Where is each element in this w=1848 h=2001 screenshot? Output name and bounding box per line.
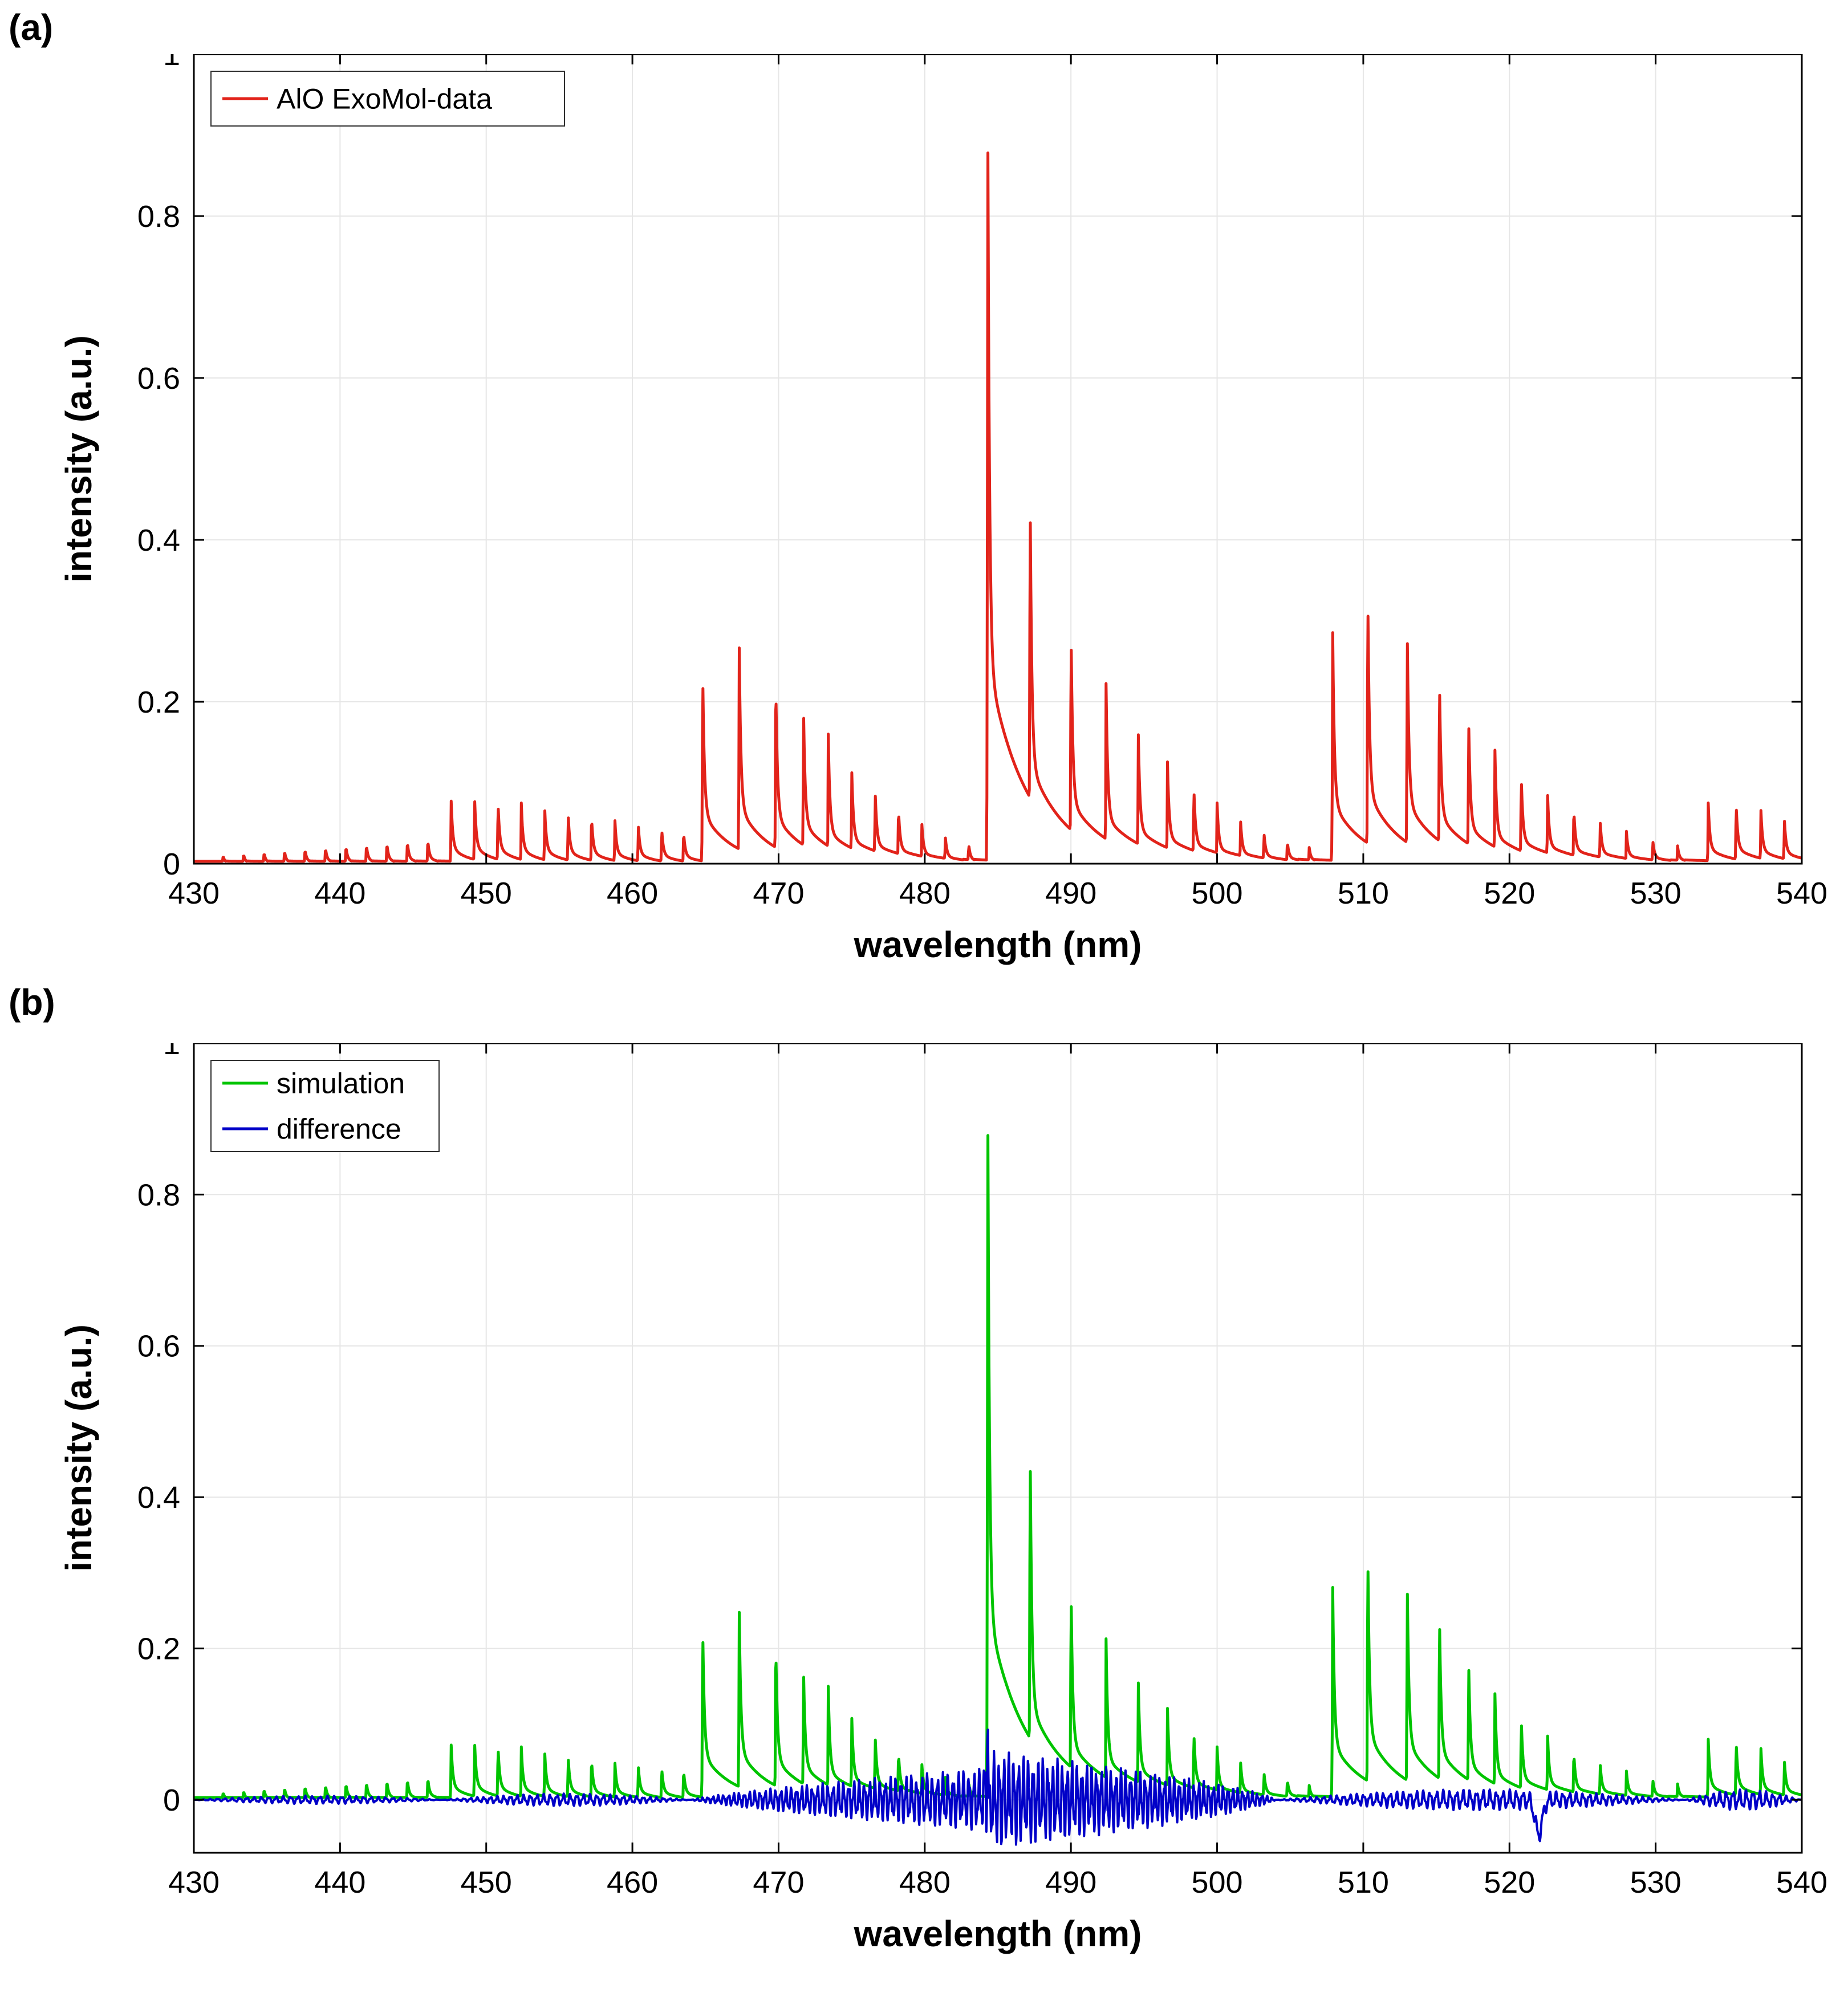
xtick-label: 540 [1776,1865,1827,1900]
xtick-label: 490 [1045,876,1096,910]
chart-panel-b: 430 440 450 460 470 480 490 500 510 520 530 540 0 0.2… [0,1043,1848,2001]
xtick-label: 430 [168,876,220,910]
ytick-label: 0.8 [137,200,180,234]
series-AlO ExoMol-data [194,153,1802,861]
ytick-label: 0 [163,1783,180,1817]
ytick-label: 0.2 [137,685,180,719]
xtick-label: 450 [461,876,512,910]
ytick-label: 0.6 [137,1329,180,1364]
xtick-label: 500 [1191,876,1242,910]
xtick-label: 490 [1045,1865,1096,1900]
legend-label: AlO ExoMol-data [277,83,492,115]
xtick-label: 540 [1776,876,1827,910]
xtick-label: 470 [753,1865,804,1900]
ytick-label: 1 [163,54,180,72]
ytick-label: 0.4 [137,1481,180,1515]
xtick-label: 520 [1484,876,1535,910]
xtick-label: 440 [314,1865,365,1900]
xtick-label: 480 [899,1865,951,1900]
ytick-label: 1 [163,1043,180,1061]
chart-panel-a: 430 440 450 460 470 480 490 500 510 520 530 540 0 0.2… [0,54,1848,1012]
panel-label-a: (a) [9,6,53,48]
xtick-label: 510 [1338,1865,1389,1900]
xtick-label: 450 [461,1865,512,1900]
xtick-label: 500 [1191,1865,1242,1900]
xtick-label: 510 [1338,876,1389,910]
xtick-label: 530 [1630,1865,1682,1900]
xtick-label: 470 [753,876,804,910]
ytick-label: 0 [163,847,180,881]
ylabel: intensity (a.u.) [58,335,99,583]
ytick-label: 0.6 [137,361,180,396]
ytick-label: 0.2 [137,1632,180,1666]
legend: AlO ExoMol-data [211,71,564,126]
xtick-label: 440 [314,876,365,910]
ylabel: intensity (a.u.) [58,1324,99,1572]
xlabel: wavelength (nm) [854,924,1142,965]
xtick-label: 530 [1630,876,1682,910]
legend-label: simulation [277,1068,405,1100]
ytick-label: 0.4 [137,523,180,558]
legend: simulation difference [211,1060,439,1152]
series-simulation [194,1136,1802,1797]
xtick-label: 520 [1484,1865,1535,1900]
figure: (a) (b) 43044045046047048049050051052053… [0,0,1848,1996]
xlabel: wavelength (nm) [854,1913,1142,1954]
xtick-label: 460 [607,876,658,910]
xtick-label: 430 [168,1865,220,1900]
xtick-label: 460 [607,1865,658,1900]
xtick-label: 480 [899,876,951,910]
legend-label: difference [277,1113,401,1145]
ytick-label: 0.8 [137,1178,180,1212]
